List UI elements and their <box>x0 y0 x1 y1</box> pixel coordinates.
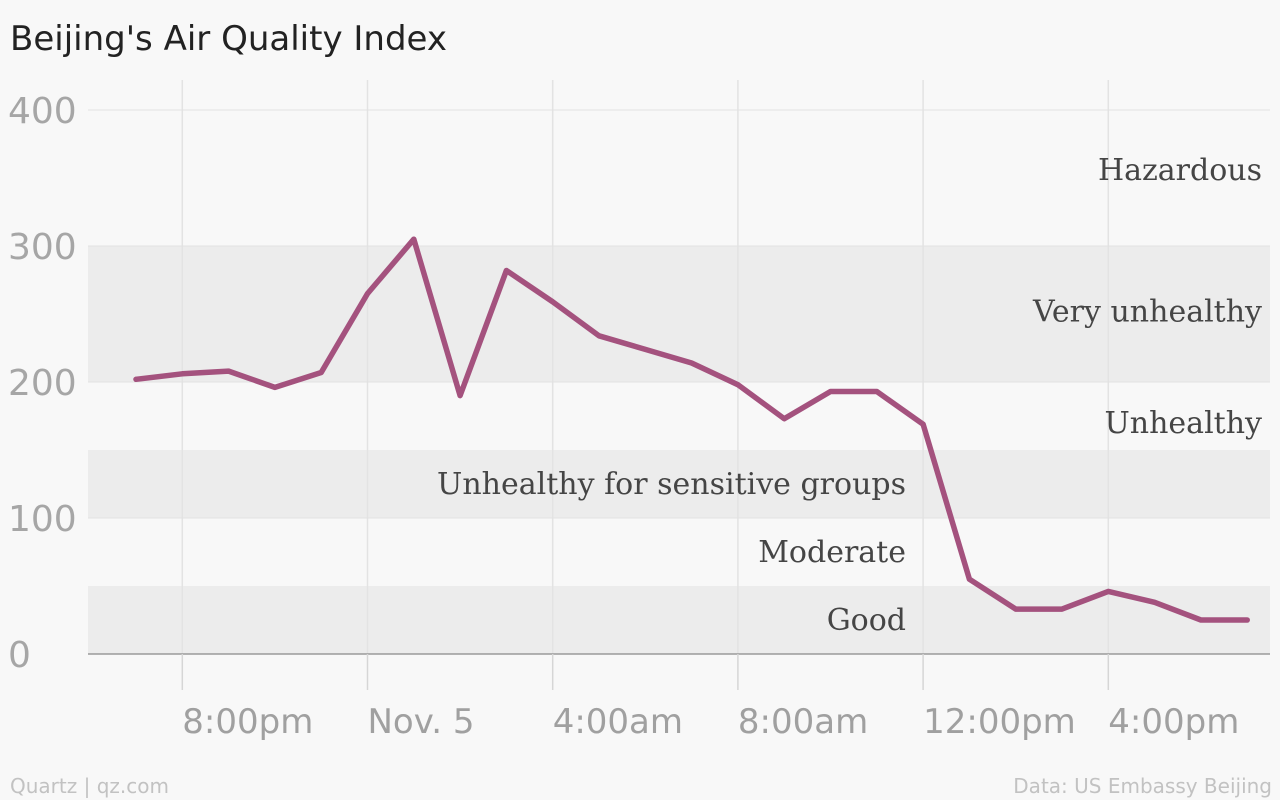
data-point-12 <box>642 346 648 352</box>
data-point-7 <box>411 236 417 242</box>
x-axis-ticks: 8:00pm Nov. 5 4:00am 8:00am 12:00pm 4:00pm <box>181 654 1239 742</box>
band-label-unhealthy-for-sensitive-groups: Unhealthy for sensitive groups <box>437 467 906 502</box>
aqi-band-labels: Good Moderate Unhealthy for sensitive grou… <box>437 153 1262 638</box>
data-point-2 <box>179 371 185 377</box>
band-good <box>88 586 1270 654</box>
band-label-very-unhealthy: Very unhealthy <box>1032 294 1262 329</box>
footer-credit: Quartz | qz.com <box>10 774 169 798</box>
y-tick-label-300: 300 <box>8 227 77 268</box>
y-axis-ticks: 0 100 200 300 400 <box>8 91 1270 676</box>
data-point-5 <box>318 369 324 375</box>
x-tick-label-4: 12:00pm <box>923 702 1076 742</box>
band-unhealthy <box>88 382 1270 450</box>
data-point-21 <box>1059 606 1065 612</box>
data-point-19 <box>966 576 972 582</box>
band-unhealthy-for-sensitive-groups <box>88 450 1270 518</box>
data-point-20 <box>1013 606 1019 612</box>
data-point-16 <box>828 389 833 395</box>
data-point-4 <box>272 384 278 390</box>
band-label-unhealthy: Unhealthy <box>1105 406 1263 441</box>
y-tick-label-100: 100 <box>8 499 77 540</box>
x-tick-label-2: 4:00am <box>553 702 683 742</box>
data-point-10 <box>550 299 556 305</box>
chart-title: Beijing's Air Quality Index <box>10 19 447 59</box>
footer-source: Data: US Embassy Beijing <box>1013 774 1272 798</box>
x-tick-label-0: 8:00pm <box>182 702 313 742</box>
y-tick-label-200: 200 <box>8 363 77 404</box>
band-moderate <box>88 518 1270 586</box>
data-point-3 <box>226 368 232 374</box>
data-point-14 <box>735 382 741 388</box>
band-hazardous <box>88 110 1270 246</box>
x-tick-label-1: Nov. 5 <box>368 702 475 742</box>
data-point-22 <box>1105 588 1111 594</box>
data-point-8 <box>457 393 463 399</box>
band-label-good: Good <box>827 603 906 638</box>
y-tick-label-400: 400 <box>8 91 77 132</box>
data-point-13 <box>689 360 695 366</box>
x-tick-label-3: 8:00am <box>738 702 868 742</box>
data-point-17 <box>874 389 880 395</box>
data-point-24 <box>1198 617 1204 623</box>
data-point-18 <box>920 421 926 427</box>
band-label-moderate: Moderate <box>758 535 906 570</box>
data-point-15 <box>781 416 787 422</box>
x-tick-label-5: 4:00pm <box>1108 702 1239 742</box>
data-point-11 <box>596 333 602 339</box>
y-tick-label-0: 0 <box>8 635 31 676</box>
data-point-25 <box>1244 617 1250 623</box>
data-point-9 <box>503 267 509 273</box>
band-label-hazardous: Hazardous <box>1098 153 1262 188</box>
data-point-6 <box>365 291 370 297</box>
aqi-data-points <box>133 236 1250 623</box>
data-point-1 <box>133 376 139 382</box>
vertical-gridlines <box>181 80 1110 654</box>
aqi-bands <box>88 110 1270 654</box>
data-point-23 <box>1152 599 1158 605</box>
